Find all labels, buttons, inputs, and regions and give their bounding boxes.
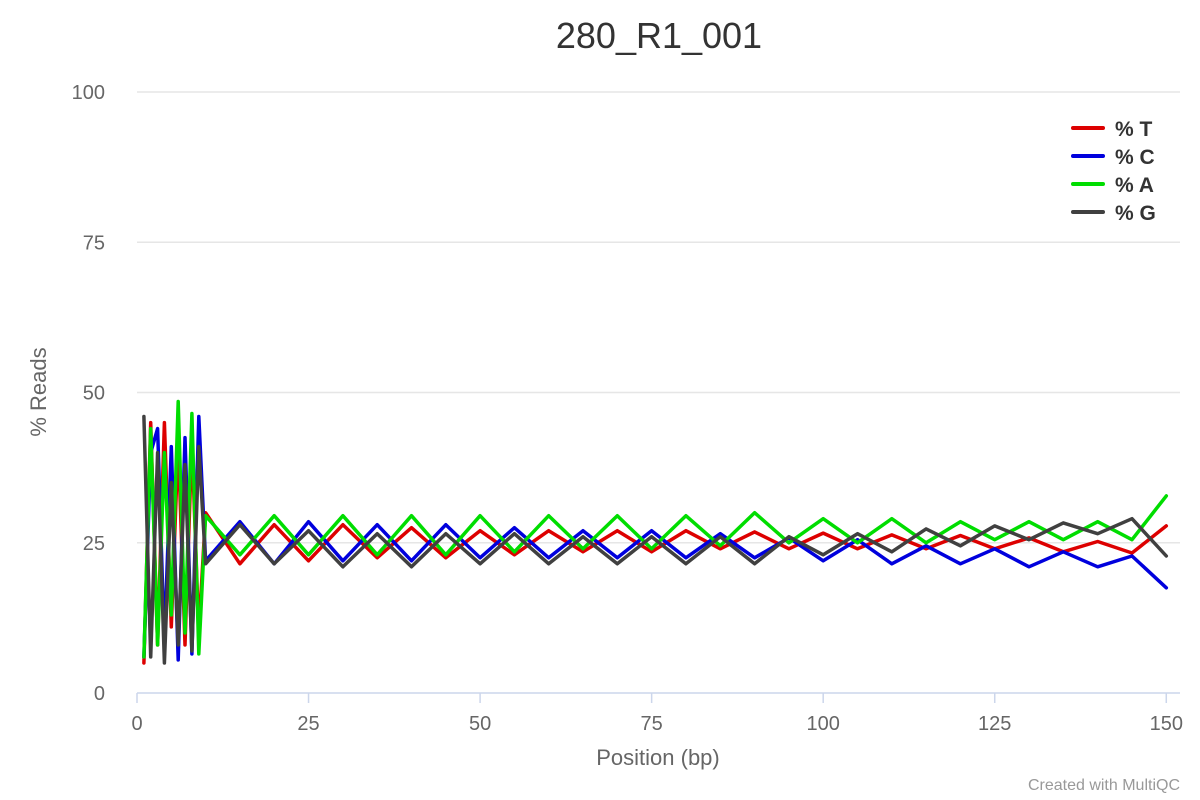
x-axis-ticks: 0 25 50 75 100 125 150 bbox=[131, 693, 1183, 735]
legend-item[interactable]: % C bbox=[1071, 146, 1155, 169]
credit-text[interactable]: Created with MultiQC bbox=[1028, 777, 1180, 794]
legend: % T % C % A % G bbox=[1071, 118, 1156, 225]
y-tick-label: 25 bbox=[83, 533, 105, 555]
x-tick-label: 150 bbox=[1150, 713, 1183, 735]
y-tick-label: 75 bbox=[83, 232, 105, 254]
x-axis-label: Position (bp) bbox=[596, 745, 720, 770]
y-tick-label: 100 bbox=[72, 82, 105, 104]
y-tick-label: 0 bbox=[94, 683, 105, 705]
series-lines bbox=[142, 399, 1169, 665]
x-tick-label: 75 bbox=[641, 713, 663, 735]
legend-label: % C bbox=[1115, 146, 1155, 169]
x-tick-label: 50 bbox=[469, 713, 491, 735]
legend-label: % G bbox=[1115, 202, 1156, 225]
legend-label: % A bbox=[1115, 174, 1154, 197]
y-tick-label: 50 bbox=[83, 383, 105, 405]
grid-lines bbox=[137, 91, 1180, 544]
x-tick-label: 125 bbox=[978, 713, 1011, 735]
legend-label: % T bbox=[1115, 118, 1153, 141]
x-tick-label: 100 bbox=[806, 713, 839, 735]
x-tick-label: 25 bbox=[297, 713, 319, 735]
y-axis-ticks: 0 25 50 75 100 bbox=[72, 82, 105, 705]
x-tick-label: 0 bbox=[131, 713, 142, 735]
legend-item[interactable]: % A bbox=[1071, 174, 1154, 197]
chart-title: 280_R1_001 bbox=[556, 15, 762, 56]
series-line-3[interactable] bbox=[142, 414, 1169, 665]
legend-item[interactable]: % T bbox=[1071, 118, 1153, 141]
y-axis-label: % Reads bbox=[26, 347, 51, 436]
series-line-2[interactable] bbox=[142, 399, 1169, 659]
legend-item[interactable]: % G bbox=[1071, 202, 1156, 225]
